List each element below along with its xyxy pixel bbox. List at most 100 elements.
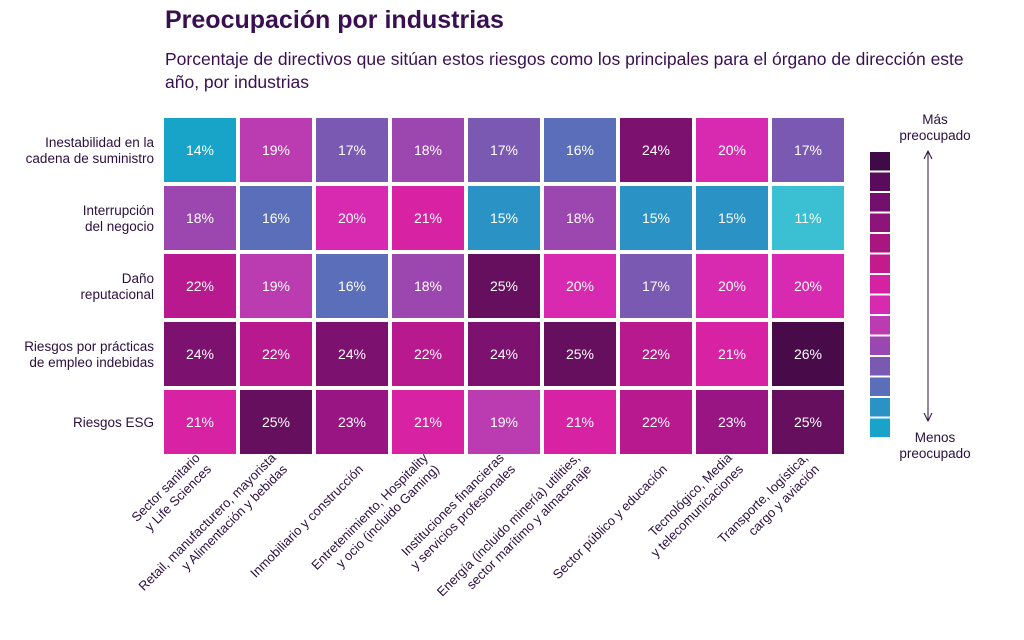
row-label-line: Daño: [122, 271, 154, 286]
heatmap-cell: [772, 186, 844, 250]
row-label-line: Inestabilidad en la: [45, 135, 154, 150]
legend-top-line: Más: [922, 112, 948, 127]
legend-top-line: preocupado: [899, 128, 970, 143]
cell-value: 24%: [338, 346, 366, 362]
heatmap-cell: [772, 390, 844, 454]
cell-value: 19%: [490, 414, 518, 430]
cell-value: 23%: [718, 414, 746, 430]
row-label-line: Riesgos ESG: [73, 415, 154, 430]
legend-bottom-line: preocupado: [899, 446, 970, 461]
heatmap-cell: [468, 254, 540, 318]
heatmap-cell: [696, 186, 768, 250]
heatmap-cell: [544, 390, 616, 454]
cell-value: 21%: [414, 210, 442, 226]
cell-value: 21%: [186, 414, 214, 430]
heatmap-cell: [620, 186, 692, 250]
heatmap-cell: [392, 186, 464, 250]
legend-swatch: [870, 316, 890, 335]
cell-value: 20%: [566, 278, 594, 294]
heatmap-cell: [696, 390, 768, 454]
heatmap-cell: [468, 322, 540, 386]
cell-value: 19%: [262, 278, 290, 294]
cell-value: 15%: [642, 210, 670, 226]
heatmap-cell: [468, 186, 540, 250]
heatmap-cell: [620, 390, 692, 454]
row-label-line: del negocio: [85, 219, 154, 234]
heatmap-cell: [468, 390, 540, 454]
cell-value: 20%: [718, 142, 746, 158]
row-label-line: Interrupción: [83, 203, 154, 218]
legend-bottom-line: Menos: [915, 430, 956, 445]
heatmap-cell: [772, 254, 844, 318]
heatmap-cell: [240, 322, 312, 386]
legend-arrow-up-icon: [923, 149, 933, 160]
cell-value: 17%: [794, 142, 822, 158]
cell-value: 21%: [718, 346, 746, 362]
cell-value: 22%: [414, 346, 442, 362]
cell-value: 22%: [642, 346, 670, 362]
heatmap-cell: [620, 254, 692, 318]
cell-value: 23%: [338, 414, 366, 430]
heatmap-cell: [316, 322, 388, 386]
cell-value: 16%: [338, 278, 366, 294]
cell-value: 25%: [566, 346, 594, 362]
row-label: Inestabilidad en la cadena de suministro: [26, 135, 155, 166]
chart-subtitle: Porcentaje de directivos que sitúan esto…: [165, 49, 964, 92]
heatmap-cell: [544, 254, 616, 318]
legend-bottom-label: Menos preocupado: [899, 430, 970, 461]
heatmap-cell: [392, 390, 464, 454]
cell-value: 24%: [642, 142, 670, 158]
heatmap-cell: [164, 118, 236, 182]
legend-swatch: [870, 418, 890, 437]
cell-value: 24%: [186, 346, 214, 362]
legend-swatch: [870, 213, 890, 232]
heatmap-cell: [164, 390, 236, 454]
legend-arrow-down-icon: [923, 412, 933, 423]
heatmap-cell: [316, 118, 388, 182]
legend-swatch: [870, 172, 890, 191]
cell-value: 22%: [642, 414, 670, 430]
legend-swatch: [870, 357, 890, 376]
legend-swatch: [870, 336, 890, 355]
row-labels: Inestabilidad en la cadena de suministroI…: [24, 135, 154, 430]
heatmap-cell: [544, 118, 616, 182]
cell-value: 11%: [795, 210, 822, 226]
cell-value: 25%: [490, 278, 518, 294]
cell-value: 19%: [262, 142, 290, 158]
heatmap-cell: [240, 390, 312, 454]
cell-value: 25%: [794, 414, 822, 430]
heatmap-cell: [620, 118, 692, 182]
cell-value: 20%: [794, 278, 822, 294]
heatmap-cell: [240, 254, 312, 318]
heatmap-cell: [772, 322, 844, 386]
cell-value: 25%: [262, 414, 290, 430]
cell-value: 20%: [338, 210, 366, 226]
heatmap-cell: [544, 322, 616, 386]
cell-value: 18%: [566, 210, 594, 226]
heatmap-cell: [696, 254, 768, 318]
legend-swatch: [870, 377, 890, 396]
heatmap-cell: [164, 322, 236, 386]
cell-value: 22%: [186, 278, 214, 294]
cell-value: 18%: [414, 278, 442, 294]
cell-value: 26%: [794, 346, 822, 362]
cell-value: 17%: [338, 142, 366, 158]
cell-value: 21%: [566, 414, 594, 430]
cell-value: 20%: [718, 278, 746, 294]
legend-swatch: [870, 193, 890, 212]
legend-swatch: [870, 152, 890, 171]
legend-swatch: [870, 234, 890, 253]
row-label: Riesgos por prácticas de empleo indebidas: [24, 339, 154, 370]
cell-value: 14%: [186, 142, 214, 158]
heatmap-cell: [392, 118, 464, 182]
row-label-line: de empleo indebidas: [29, 355, 154, 370]
legend-swatch: [870, 398, 890, 417]
cell-value: 15%: [718, 210, 746, 226]
cell-value: 17%: [642, 278, 670, 294]
cell-value: 24%: [490, 346, 518, 362]
heatmap-cell: [544, 186, 616, 250]
row-label: Interrupción del negocio: [83, 203, 154, 234]
